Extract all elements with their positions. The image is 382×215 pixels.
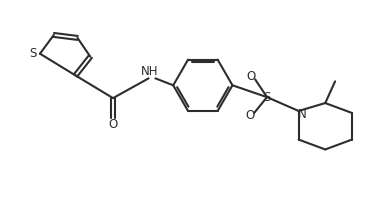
Text: O: O (246, 109, 255, 122)
Text: S: S (263, 91, 271, 104)
Text: O: O (108, 118, 118, 131)
Text: O: O (247, 70, 256, 83)
Text: NH: NH (141, 65, 158, 78)
Text: S: S (29, 47, 37, 60)
Text: N: N (298, 108, 307, 121)
